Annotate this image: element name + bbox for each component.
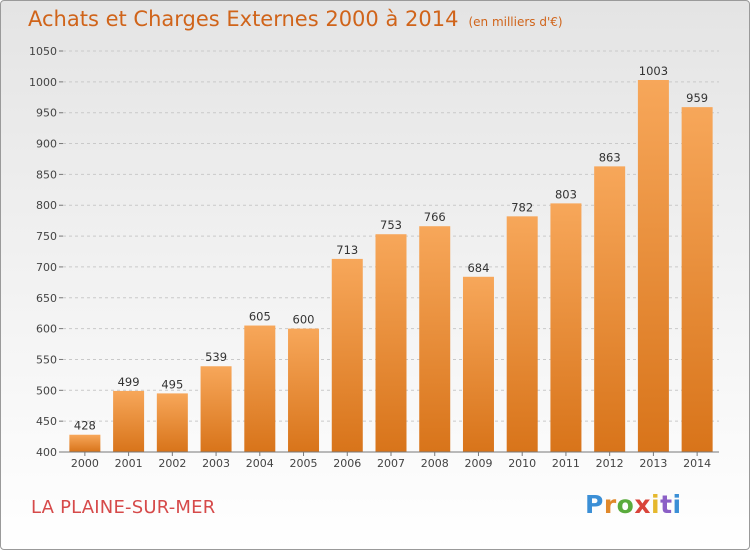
y-tick-label: 650 xyxy=(36,292,57,305)
bar xyxy=(550,203,582,452)
data-label: 959 xyxy=(686,91,708,105)
bar xyxy=(331,258,363,452)
x-tick-label: 2005 xyxy=(290,457,318,470)
bar xyxy=(200,366,232,452)
proxiti-logo: Proxiti xyxy=(585,490,682,519)
y-tick-label: 450 xyxy=(36,415,57,428)
y-tick-label: 800 xyxy=(36,199,57,212)
bar xyxy=(288,328,320,452)
x-tick-label: 2004 xyxy=(246,457,274,470)
y-tick-label: 1000 xyxy=(29,76,57,89)
bar xyxy=(462,276,494,452)
data-label: 539 xyxy=(205,350,227,364)
x-tick-label: 2013 xyxy=(639,457,667,470)
y-tick-label: 600 xyxy=(36,323,57,336)
x-tick-label: 2009 xyxy=(464,457,492,470)
x-tick-label: 2012 xyxy=(596,457,624,470)
data-label: 753 xyxy=(380,218,402,232)
bars xyxy=(69,79,713,452)
data-label: 863 xyxy=(599,150,621,164)
bar xyxy=(69,434,101,452)
y-tick-label: 500 xyxy=(36,384,57,397)
bar xyxy=(113,390,145,452)
data-label: 713 xyxy=(336,243,358,257)
x-tick-label: 2011 xyxy=(552,457,580,470)
bar xyxy=(637,79,669,452)
x-tick-label: 2003 xyxy=(202,457,230,470)
y-tick-label: 900 xyxy=(36,138,57,151)
data-label: 499 xyxy=(118,375,140,389)
x-axis-ticks: 2000 2001 2002 2003 2004 2005 2006 2007 2008 2009… xyxy=(71,452,711,470)
x-tick-label: 2007 xyxy=(377,457,405,470)
bar xyxy=(156,393,188,452)
y-tick-label: 700 xyxy=(36,261,57,274)
data-label: 803 xyxy=(555,187,577,201)
x-tick-label: 2008 xyxy=(421,457,449,470)
commune-name: LA PLAINE-SUR-MER xyxy=(31,497,216,518)
bar xyxy=(594,166,626,452)
y-tick-label: 850 xyxy=(36,168,57,181)
bar xyxy=(681,107,713,452)
x-tick-label: 2001 xyxy=(115,457,143,470)
y-axis-ticks: 400 450 500 550 600 650 700 750 800 850 900 950 1000… xyxy=(29,45,63,459)
unit-note: (en milliers d'€) xyxy=(468,15,563,29)
chart-title: Achats et Charges Externes 2000 à 2014 xyxy=(28,7,459,31)
data-label: 782 xyxy=(511,200,533,214)
bar xyxy=(506,216,538,452)
bar xyxy=(375,234,407,452)
y-tick-label: 550 xyxy=(36,353,57,366)
data-label: 766 xyxy=(424,210,446,224)
data-label: 1003 xyxy=(639,64,668,78)
data-label: 495 xyxy=(161,377,183,391)
data-label: 600 xyxy=(293,313,315,327)
data-labels: 428 499 495 539 605 600 713 753 766 684 782 803 863 1… xyxy=(74,64,708,433)
bar xyxy=(419,226,451,452)
x-tick-label: 2010 xyxy=(508,457,536,470)
y-tick-label: 400 xyxy=(36,446,57,459)
data-label: 684 xyxy=(467,261,489,275)
y-tick-label: 950 xyxy=(36,107,57,120)
x-tick-label: 2014 xyxy=(683,457,711,470)
y-tick-label: 1050 xyxy=(29,45,57,58)
y-tick-label: 750 xyxy=(36,230,57,243)
x-tick-label: 2002 xyxy=(158,457,186,470)
x-tick-label: 2006 xyxy=(333,457,361,470)
data-label: 605 xyxy=(249,310,271,324)
x-tick-label: 2000 xyxy=(71,457,99,470)
data-label: 428 xyxy=(74,419,96,433)
bar xyxy=(244,325,276,452)
chart-title-block: Achats et Charges Externes 2000 à 2014 (e… xyxy=(28,7,563,31)
